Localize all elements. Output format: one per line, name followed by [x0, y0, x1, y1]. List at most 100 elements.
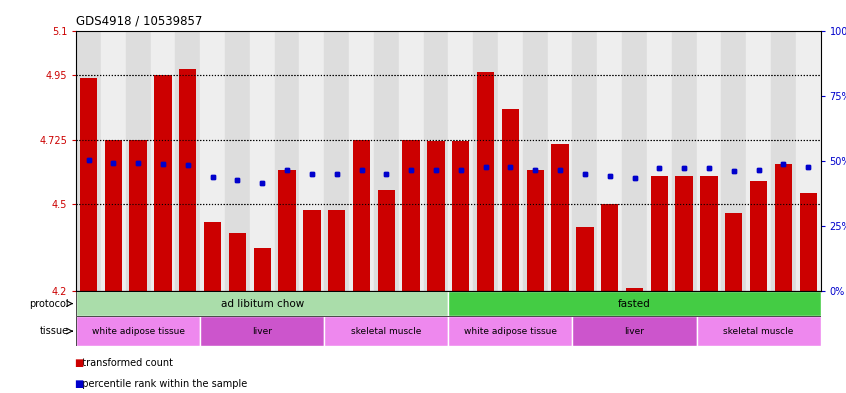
Bar	[403, 140, 420, 291]
Bar	[154, 75, 172, 291]
Bar	[105, 140, 122, 291]
Bar	[502, 109, 519, 291]
Text: white adipose tissue: white adipose tissue	[464, 327, 557, 336]
Bar	[675, 176, 693, 291]
Bar	[722, 31, 746, 291]
Bar	[328, 210, 345, 291]
Bar	[349, 31, 374, 291]
Bar	[250, 31, 275, 291]
Bar	[552, 144, 569, 291]
Bar	[448, 316, 573, 346]
Bar	[353, 140, 371, 291]
Bar	[597, 31, 622, 291]
Bar	[647, 31, 672, 291]
Bar	[775, 164, 792, 291]
Bar	[225, 31, 250, 291]
Bar	[452, 141, 470, 291]
Bar	[573, 316, 696, 346]
Bar	[377, 190, 395, 291]
Bar	[696, 31, 722, 291]
Bar	[303, 210, 321, 291]
Text: skeletal muscle: skeletal muscle	[723, 327, 794, 336]
Bar	[547, 31, 573, 291]
Bar	[303, 210, 321, 291]
Bar	[750, 181, 767, 291]
Bar	[228, 233, 246, 291]
Text: liver: liver	[252, 327, 272, 336]
Bar	[179, 69, 196, 291]
Bar	[151, 31, 175, 291]
Bar	[254, 248, 271, 291]
Bar	[76, 31, 101, 291]
Bar	[201, 31, 225, 291]
Bar	[526, 170, 544, 291]
Bar	[725, 213, 743, 291]
Bar	[154, 75, 172, 291]
Text: protocol: protocol	[29, 299, 69, 309]
Bar	[526, 170, 544, 291]
Text: ad libitum chow: ad libitum chow	[221, 299, 304, 309]
Bar	[725, 213, 743, 291]
Bar	[448, 291, 821, 316]
Bar	[672, 31, 696, 291]
Bar	[328, 210, 345, 291]
Bar	[228, 233, 246, 291]
Text: skeletal muscle: skeletal muscle	[351, 327, 421, 336]
Bar	[601, 204, 618, 291]
Bar	[700, 176, 717, 291]
Bar	[775, 164, 792, 291]
Bar	[374, 31, 398, 291]
Bar	[324, 316, 448, 346]
Bar	[448, 31, 473, 291]
Text: GDS4918 / 10539857: GDS4918 / 10539857	[76, 15, 202, 28]
Bar	[746, 31, 771, 291]
Bar	[576, 228, 594, 291]
Text: transformed count: transformed count	[76, 358, 173, 367]
Bar	[601, 204, 618, 291]
Bar	[204, 222, 222, 291]
Bar	[278, 170, 296, 291]
Bar	[477, 72, 494, 291]
Bar	[80, 77, 97, 291]
Bar	[204, 222, 222, 291]
Text: fasted: fasted	[618, 299, 651, 309]
Bar	[398, 31, 424, 291]
Bar	[696, 316, 821, 346]
Bar	[651, 176, 668, 291]
Bar	[477, 72, 494, 291]
Bar	[201, 316, 324, 346]
Bar	[523, 31, 547, 291]
Text: percentile rank within the sample: percentile rank within the sample	[76, 379, 247, 389]
Bar	[377, 190, 395, 291]
Text: tissue: tissue	[40, 326, 69, 336]
Text: ■: ■	[74, 358, 84, 367]
Bar	[452, 141, 470, 291]
Bar	[651, 176, 668, 291]
Bar	[353, 140, 371, 291]
Bar	[129, 140, 147, 291]
Bar	[278, 170, 296, 291]
Bar	[796, 31, 821, 291]
Bar	[275, 31, 299, 291]
Bar	[473, 31, 498, 291]
Bar	[552, 144, 569, 291]
Bar	[76, 316, 201, 346]
Bar	[179, 69, 196, 291]
Bar	[622, 31, 647, 291]
Bar	[80, 77, 97, 291]
Bar	[700, 176, 717, 291]
Bar	[126, 31, 151, 291]
Bar	[105, 140, 122, 291]
Bar	[424, 31, 448, 291]
Bar	[626, 288, 643, 291]
Text: white adipose tissue: white adipose tissue	[91, 327, 184, 336]
Bar	[76, 291, 448, 316]
Bar	[799, 193, 817, 291]
Bar	[502, 109, 519, 291]
Bar	[771, 31, 796, 291]
Bar	[175, 31, 201, 291]
Bar	[427, 141, 445, 291]
Bar	[427, 141, 445, 291]
Bar	[576, 228, 594, 291]
Bar	[129, 140, 147, 291]
